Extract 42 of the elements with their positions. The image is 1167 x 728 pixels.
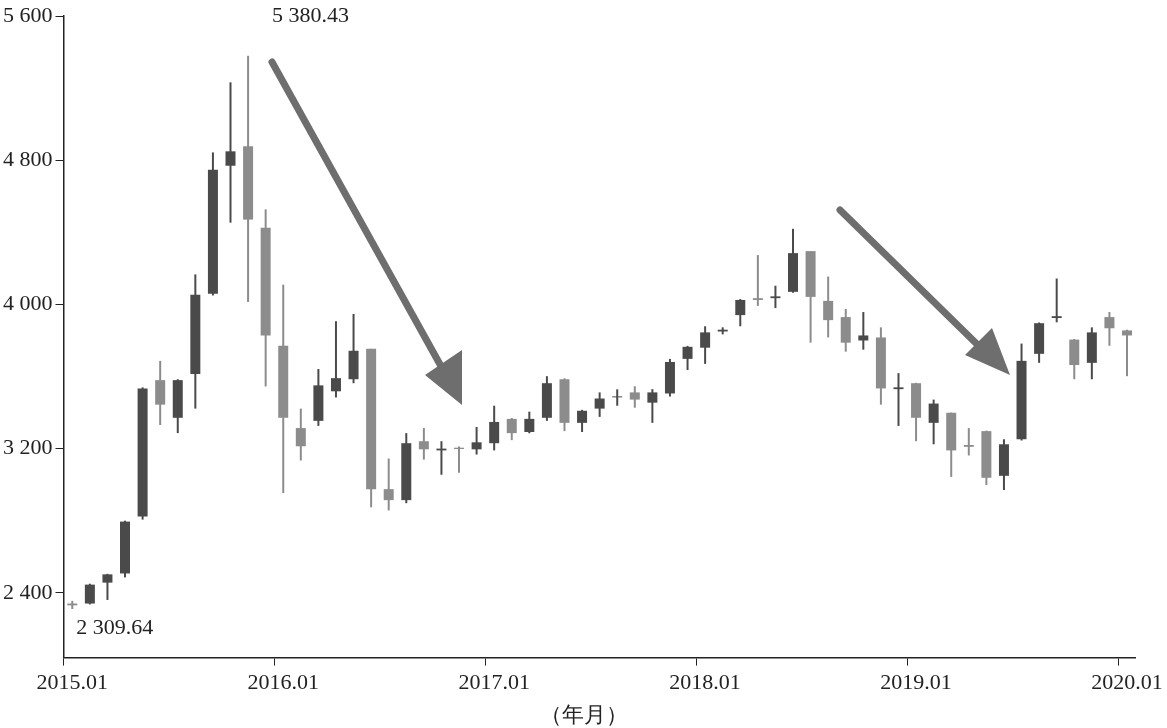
- candlestick: [752, 254, 763, 307]
- candlestick: [489, 404, 500, 452]
- candlestick: [612, 388, 623, 407]
- y-tick-label: 3 200: [3, 434, 53, 460]
- candlestick: [577, 408, 588, 434]
- candlestick: [735, 298, 746, 328]
- candlestick: [1051, 277, 1062, 324]
- candlestick: [858, 311, 869, 351]
- candlestick: [102, 572, 113, 601]
- candlestick: [330, 320, 341, 399]
- candlestick: [770, 284, 781, 310]
- candlestick: [963, 427, 974, 457]
- annotation: 2 309.64: [76, 613, 154, 639]
- x-tick-label: 2018.01: [669, 668, 741, 694]
- x-tick-label: 2020.01: [1091, 668, 1163, 694]
- candlestick: [418, 427, 429, 461]
- x-axis-title: （年月）: [538, 701, 629, 728]
- candlestick: [823, 275, 834, 339]
- y-tick-label: 4 800: [3, 146, 53, 172]
- x-tick-label: 2016.01: [247, 668, 319, 694]
- candlestick: [594, 391, 605, 418]
- candlestick: [1104, 311, 1115, 347]
- candlestick: [647, 388, 658, 424]
- candlestick: [893, 372, 904, 427]
- candlestick: [928, 398, 939, 446]
- x-tick-label: 2015.01: [36, 668, 109, 694]
- candlestick: [383, 457, 394, 512]
- x-tick-label: 2017.01: [458, 668, 530, 694]
- candlestick: [629, 385, 640, 409]
- candlestick: [682, 344, 693, 372]
- candlestick: [1122, 328, 1132, 378]
- annotation: 5 380.43: [272, 2, 349, 28]
- y-tick-label: 4 000: [3, 290, 53, 316]
- candlestick: [506, 416, 517, 442]
- candlestick: [295, 407, 306, 462]
- candlestick: [700, 325, 711, 365]
- x-tick-label: 2019.01: [880, 668, 952, 694]
- candlestick: [524, 410, 535, 435]
- candlestick: [471, 425, 482, 456]
- candlestick: [225, 81, 236, 224]
- y-tick-label: 5 600: [3, 1, 53, 27]
- y-tick-label: 2 400: [3, 578, 53, 604]
